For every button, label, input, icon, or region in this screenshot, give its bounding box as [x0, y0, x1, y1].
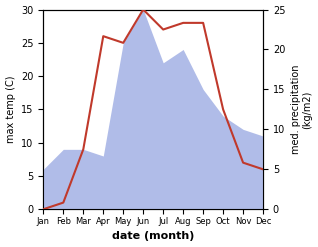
- Y-axis label: max temp (C): max temp (C): [5, 76, 16, 143]
- X-axis label: date (month): date (month): [112, 231, 194, 242]
- Y-axis label: med. precipitation
(kg/m2): med. precipitation (kg/m2): [291, 65, 313, 154]
